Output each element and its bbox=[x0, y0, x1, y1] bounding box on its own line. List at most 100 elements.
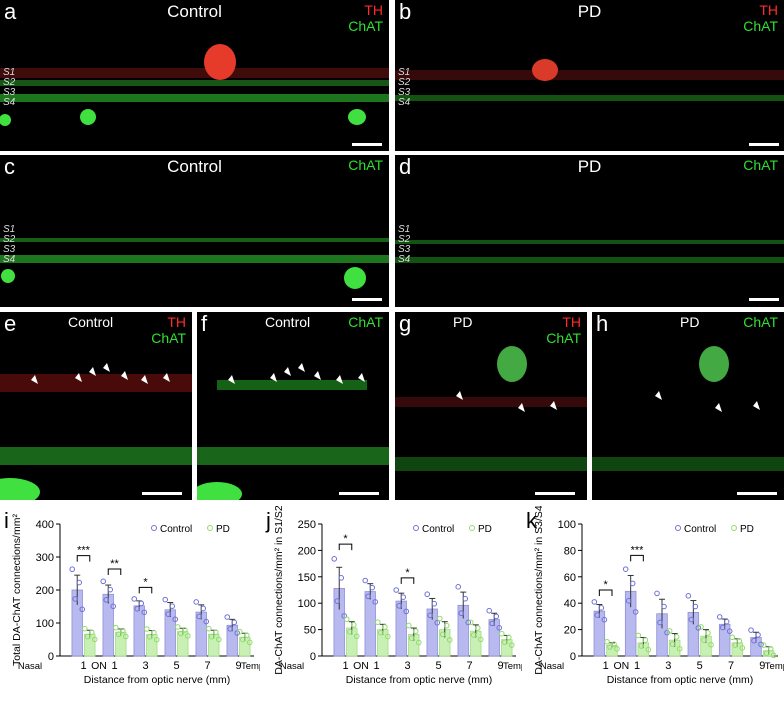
significance-label: ** bbox=[110, 558, 119, 570]
data-point bbox=[604, 638, 610, 645]
data-point bbox=[205, 625, 212, 632]
x-label-on: ON bbox=[613, 660, 629, 672]
significance-label: *** bbox=[631, 544, 645, 556]
chart-letter: i bbox=[4, 508, 9, 533]
data-point bbox=[638, 643, 645, 649]
significance-bracket bbox=[338, 543, 353, 551]
data-point bbox=[184, 633, 191, 639]
arrowhead-icon bbox=[518, 403, 525, 412]
data-point bbox=[622, 566, 629, 572]
bar-control bbox=[102, 593, 114, 657]
data-point bbox=[181, 627, 188, 633]
data-point bbox=[477, 636, 484, 643]
data-point bbox=[227, 626, 234, 632]
chart-letter: k bbox=[526, 508, 538, 533]
legend-marker-pd bbox=[731, 525, 737, 531]
significance-bracket bbox=[138, 586, 153, 594]
panel-title: PD bbox=[577, 2, 602, 21]
panel-b: b PD TH ChAT S1 S2 S3 S4 bbox=[395, 0, 784, 151]
data-point bbox=[131, 596, 138, 602]
data-point bbox=[350, 622, 357, 628]
x-tick-label: 1 bbox=[373, 660, 379, 672]
scale-bar bbox=[339, 492, 379, 495]
data-point bbox=[708, 641, 714, 648]
layer-s4: S4 bbox=[398, 254, 411, 265]
channel-label-chat: ChAT bbox=[348, 18, 383, 34]
y-tick-label: 200 bbox=[36, 585, 54, 597]
arrowhead-icon bbox=[89, 367, 96, 376]
x-tick-label: 1 bbox=[80, 660, 86, 672]
data-point bbox=[645, 646, 652, 653]
y-tick-label: 0 bbox=[310, 651, 316, 663]
data-point bbox=[150, 629, 157, 636]
y-axis-label: DA-ChAT connections/mm² in S3/S4 bbox=[533, 506, 545, 675]
data-point bbox=[177, 630, 184, 637]
channel-label-chat: ChAT bbox=[348, 157, 383, 173]
data-point bbox=[343, 616, 350, 622]
data-point bbox=[372, 599, 379, 605]
data-point bbox=[436, 615, 443, 622]
significance-bracket bbox=[76, 555, 91, 562]
layer-s2: S2 bbox=[398, 77, 411, 88]
legend-marker-control bbox=[151, 525, 157, 531]
x-label-nasal: Nasal bbox=[540, 661, 564, 672]
data-point bbox=[598, 605, 605, 611]
data-point bbox=[496, 625, 503, 631]
data-point bbox=[760, 642, 767, 648]
layer-s1: S1 bbox=[398, 224, 411, 235]
channel-label-chat: ChAT bbox=[546, 330, 581, 346]
data-point bbox=[748, 627, 754, 633]
panel-f: f Control ChAT bbox=[197, 312, 389, 500]
data-point bbox=[729, 634, 736, 641]
data-point bbox=[162, 596, 169, 603]
x-axis-label: Distance from optic nerve (mm) bbox=[607, 674, 753, 686]
x-label-nasal: Nasal bbox=[18, 661, 42, 672]
data-point bbox=[661, 603, 667, 610]
arrowhead-icon bbox=[715, 403, 722, 412]
data-point bbox=[215, 636, 222, 643]
y-tick-label: 150 bbox=[298, 572, 316, 584]
x-label-temporal: Temporal bbox=[503, 661, 522, 672]
significance-bracket bbox=[400, 577, 415, 584]
channel-label-th: TH bbox=[167, 314, 186, 330]
layer-s4: S4 bbox=[3, 97, 16, 108]
data-point bbox=[732, 642, 739, 648]
data-point bbox=[122, 633, 129, 640]
data-point bbox=[446, 637, 453, 643]
layer-s3: S3 bbox=[3, 244, 16, 255]
data-point bbox=[635, 632, 642, 639]
arrowhead-icon bbox=[31, 375, 38, 384]
layer-labels: S1 S2 S3 S4 bbox=[3, 68, 15, 108]
data-point bbox=[629, 580, 636, 587]
data-point bbox=[465, 619, 472, 626]
data-point bbox=[72, 596, 79, 602]
data-point bbox=[642, 637, 649, 643]
data-point bbox=[458, 610, 465, 617]
panel-c: c Control ChAT S1 S2 S3 S4 bbox=[0, 155, 389, 307]
scale-bar bbox=[737, 492, 777, 495]
x-tick-label: 1 bbox=[603, 660, 609, 672]
data-point bbox=[169, 603, 176, 609]
x-axis-label: Distance from optic nerve (mm) bbox=[346, 674, 492, 686]
data-point bbox=[439, 631, 446, 638]
x-label-on: ON bbox=[353, 660, 369, 672]
y-axis-label: Total DA-ChAT connections/mm² bbox=[11, 514, 23, 666]
y-tick-label: 300 bbox=[36, 552, 54, 564]
data-point bbox=[758, 641, 764, 648]
data-point bbox=[489, 620, 496, 627]
panel-title: PD bbox=[453, 314, 473, 330]
data-point bbox=[174, 624, 181, 630]
bar-control bbox=[364, 591, 376, 657]
x-tick-label: 7 bbox=[728, 660, 734, 672]
data-point bbox=[377, 629, 384, 636]
data-point bbox=[243, 632, 250, 639]
data-point bbox=[393, 587, 400, 593]
data-point bbox=[614, 646, 620, 652]
data-point bbox=[755, 632, 761, 638]
arrowhead-icon bbox=[314, 371, 321, 380]
data-point bbox=[138, 600, 145, 607]
data-point bbox=[91, 636, 98, 643]
data-point bbox=[112, 624, 119, 631]
data-point bbox=[770, 652, 777, 659]
x-tick-label: 9 bbox=[235, 660, 241, 672]
